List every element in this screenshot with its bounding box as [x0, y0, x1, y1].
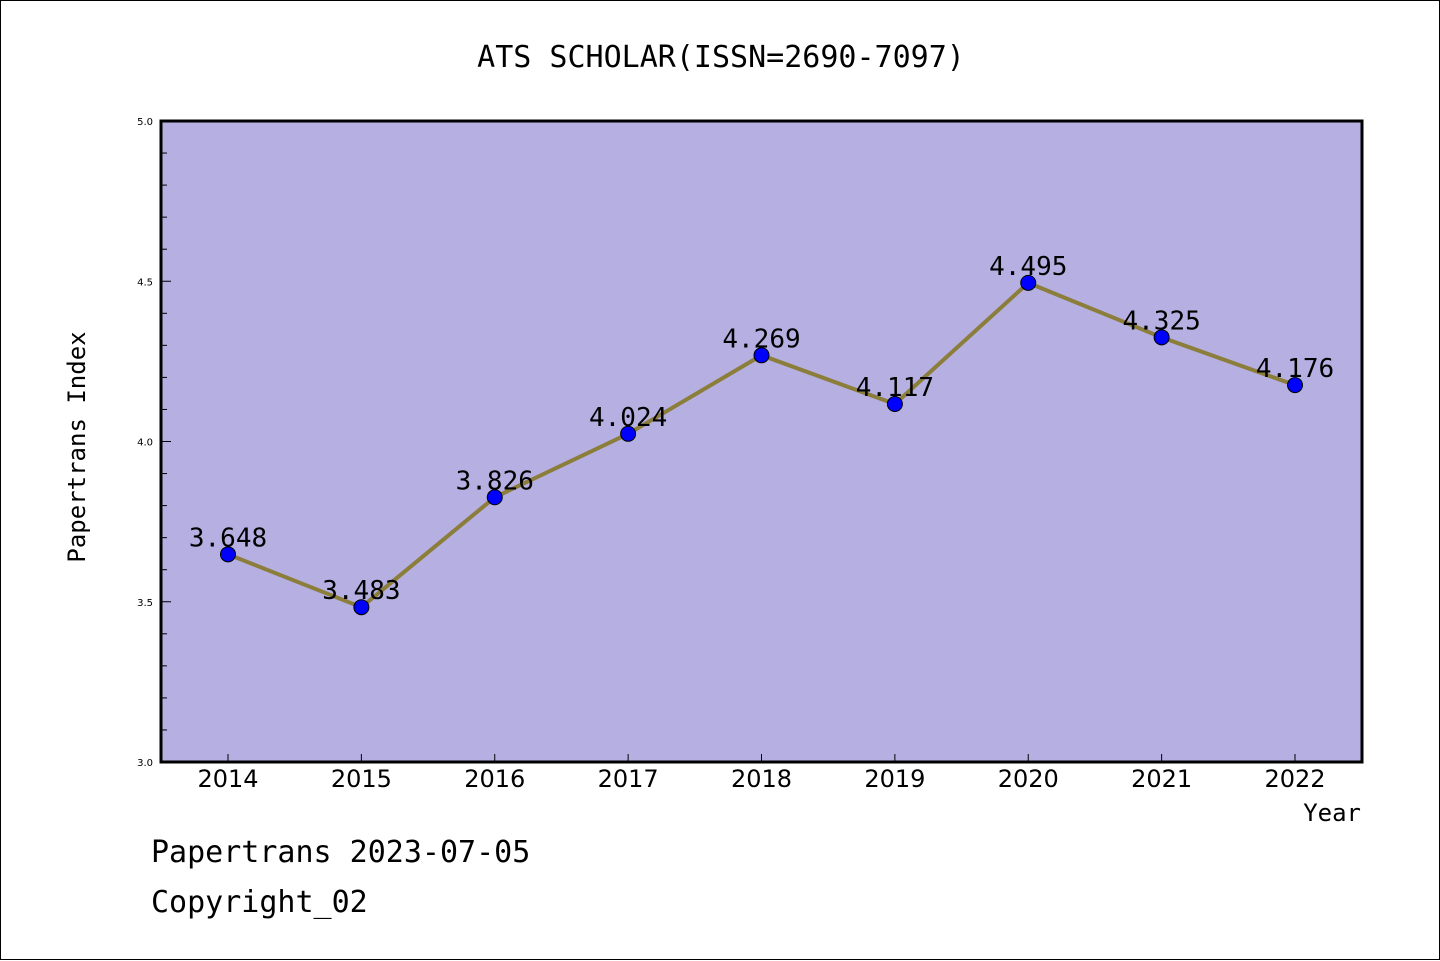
y-tick-label: 3.0 [137, 758, 153, 769]
x-tick-label: 2021 [1131, 765, 1192, 793]
data-label: 4.117 [856, 373, 934, 403]
plot-area [159, 119, 1364, 764]
data-label: 3.648 [189, 523, 267, 553]
data-label: 4.269 [722, 324, 800, 354]
x-axis: 2014 2015 2016 2017 2018 2019 2020 2021 2022 [197, 754, 1326, 793]
data-label: 3.826 [456, 466, 534, 496]
footer-date: Papertrans 2023-07-05 [151, 835, 531, 870]
data-point [486, 489, 503, 506]
data-point [886, 396, 903, 413]
data-point [220, 546, 236, 563]
y-tick-label: 4.0 [137, 438, 153, 449]
x-tick-label: 2016 [464, 765, 525, 793]
x-tick-label: 2019 [864, 765, 925, 793]
data-point [353, 599, 370, 616]
x-tick-label: 2017 [598, 765, 659, 793]
x-tick-label: 2022 [1264, 765, 1325, 793]
data-label: 4.024 [589, 403, 667, 433]
x-axis-title: Year [1303, 799, 1361, 827]
footer-copyright: Copyright_02 [151, 885, 368, 920]
data-label: 4.495 [989, 252, 1067, 282]
y-axis: 3.0 3.5 4.0 4.5 5.0 [137, 117, 171, 769]
data-point [1287, 377, 1303, 394]
chart-title: ATS SCHOLAR(ISSN=2690-7097) [477, 40, 965, 75]
data-point [620, 425, 637, 442]
data-label: 4.176 [1256, 354, 1334, 384]
y-tick-label: 3.5 [137, 598, 153, 609]
x-tick-label: 2015 [331, 765, 392, 793]
data-point [1153, 329, 1170, 346]
x-tick-label: 2018 [731, 765, 792, 793]
data-label: 4.325 [1122, 306, 1200, 336]
y-tick-label: 4.5 [137, 277, 153, 288]
series-layer: 3.648 3.483 3.826 4.024 4.269 4.117 4.495 4.325… [189, 252, 1334, 616]
y-axis-title: Papertrans Index [63, 331, 91, 562]
data-point [1020, 274, 1037, 291]
x-tick-label: 2014 [197, 765, 258, 793]
data-point [753, 347, 770, 364]
data-label: 3.483 [322, 576, 400, 606]
x-tick-label: 2020 [998, 765, 1059, 793]
y-tick-label: 5.0 [137, 117, 153, 128]
